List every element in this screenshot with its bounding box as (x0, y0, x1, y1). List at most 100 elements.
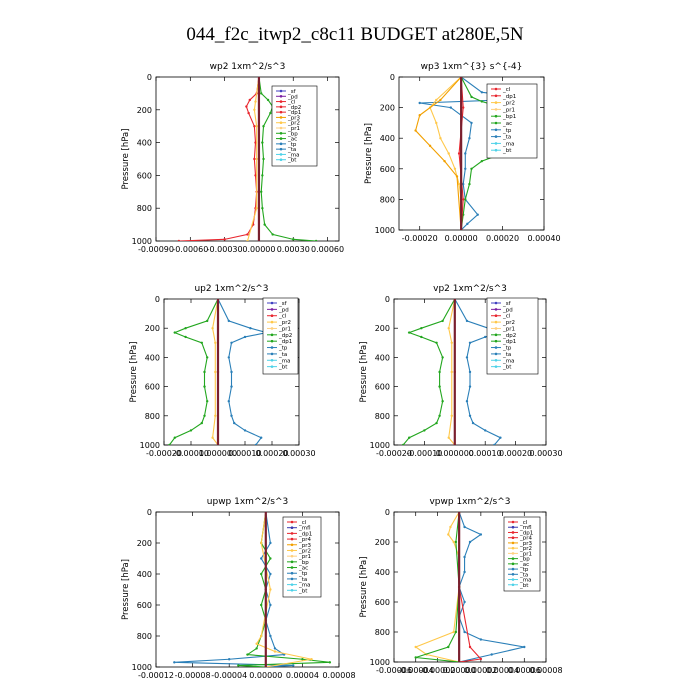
x-tick-label: -0.00030 (207, 245, 243, 254)
legend-label: _pr2 (502, 101, 515, 107)
panel-title: wp2 1xm^2/s^3 (210, 62, 286, 72)
data-point (480, 159, 484, 163)
series-line-1 (174, 512, 294, 667)
data-point (479, 638, 483, 641)
legend-marker (270, 352, 274, 356)
legend: _sf_pd_cl_pr2_pr1_dp2_dp1_tp_ta_ma_bt (486, 297, 539, 375)
data-point (173, 436, 176, 439)
data-point (449, 106, 452, 109)
y-tick-label: 600 (375, 383, 390, 392)
legend-marker (511, 552, 515, 555)
legend-marker (494, 314, 498, 318)
legend-label: _ac (519, 562, 529, 568)
data-point (447, 152, 450, 155)
x-tick-label: 0.00040 (527, 234, 560, 243)
data-point (228, 658, 231, 661)
data-point (450, 370, 453, 374)
data-point (211, 436, 214, 439)
legend-marker (494, 121, 498, 125)
data-point (271, 233, 274, 236)
data-point (408, 331, 411, 334)
y-tick-label: 1000 (132, 237, 152, 246)
data-point (261, 174, 264, 177)
data-point (435, 121, 438, 125)
y-axis-label: Pressure [hPa] (359, 342, 369, 403)
data-point (203, 385, 206, 388)
legend-marker (270, 320, 274, 324)
legend-marker (279, 100, 283, 103)
y-tick-label: 800 (380, 195, 395, 204)
data-point (420, 335, 423, 339)
legend-marker (279, 94, 283, 98)
data-point (184, 327, 187, 330)
legend-marker (494, 365, 498, 368)
legend-marker (511, 536, 515, 539)
data-point (227, 319, 230, 323)
data-point (449, 525, 452, 529)
x-tick-label: 0.00030 (282, 449, 315, 458)
data-point (269, 541, 272, 545)
y-tick-label: 600 (137, 601, 152, 610)
x-tick-label: -0.00010 (173, 449, 209, 458)
panels: wp2 1xm^2/s^3 Pressure [hPa] 0 200 400 600 800… (121, 62, 563, 680)
data-point (499, 436, 502, 439)
x-tick-label: -0.00060 (172, 245, 208, 254)
legend-marker (279, 126, 283, 130)
data-point (246, 233, 249, 236)
legend-label: _cl (502, 87, 511, 93)
legend-label: _pd (278, 307, 289, 313)
legend-marker (494, 94, 498, 98)
x-tick-label: -0.00004 (211, 671, 247, 680)
legend-marker (290, 543, 294, 547)
data-point (462, 106, 465, 109)
data-point (463, 555, 466, 559)
legend-label: _bt (278, 365, 288, 371)
data-point (310, 658, 313, 661)
legend-label: _bp (287, 131, 298, 137)
y-tick-label: 200 (145, 324, 160, 333)
legend-marker (279, 110, 283, 114)
panel-1: wp2 1xm^2/s^3 Pressure [hPa] 0 200 400 600 800… (121, 62, 344, 254)
legend-label: _dp1 (519, 530, 533, 536)
panel-title: vpwp 1xm^2/s^3 (429, 497, 510, 507)
data-point (314, 239, 318, 241)
legend-marker (494, 358, 498, 362)
legend-label: _ta (287, 147, 296, 153)
data-point (438, 414, 441, 417)
legend-label: _dp1 (278, 339, 292, 345)
data-point (203, 414, 206, 417)
legend: _cl_mfl_dp1_pr4_pr3_pr2_pr1_bp_ac_tp_ta_… (282, 516, 322, 598)
x-tick-label: 0.00060 (311, 245, 344, 254)
y-tick-label: 0 (390, 73, 395, 82)
legend-marker (279, 147, 283, 151)
data-point (465, 319, 469, 323)
data-point (168, 443, 171, 445)
series-line-1 (458, 512, 525, 662)
legend-marker (511, 562, 515, 566)
legend-label: _pr1 (502, 326, 515, 332)
legend-marker (279, 158, 283, 162)
data-point (269, 557, 272, 560)
legend-label: _pr2 (287, 121, 300, 127)
data-point (470, 95, 473, 99)
data-point (441, 400, 444, 403)
data-point (484, 335, 487, 339)
x-tick-label: -0.00012 (138, 671, 174, 680)
legend-marker (279, 116, 283, 119)
plot-frame (163, 298, 300, 446)
panel-3: up2 1xm^2/s^3 Pressure [hPa] 0 200 400 600 800… (129, 284, 316, 458)
legend-label: _sf (287, 89, 297, 95)
y-tick-label: 400 (380, 134, 395, 143)
x-tick-label: 0.00020 (486, 234, 519, 243)
legend-label: _mfl (519, 525, 532, 531)
y-tick-label: 200 (375, 538, 390, 547)
x-tick-label: 0.00020 (255, 449, 288, 458)
legend-label: _tp (298, 571, 308, 577)
data-point (457, 152, 461, 155)
data-point (255, 157, 258, 161)
legend-marker (279, 89, 283, 93)
legend-marker (511, 520, 515, 524)
data-point (450, 414, 453, 417)
data-point (470, 167, 473, 170)
panel-title: vp2 1xm^2/s^3 (433, 284, 507, 294)
